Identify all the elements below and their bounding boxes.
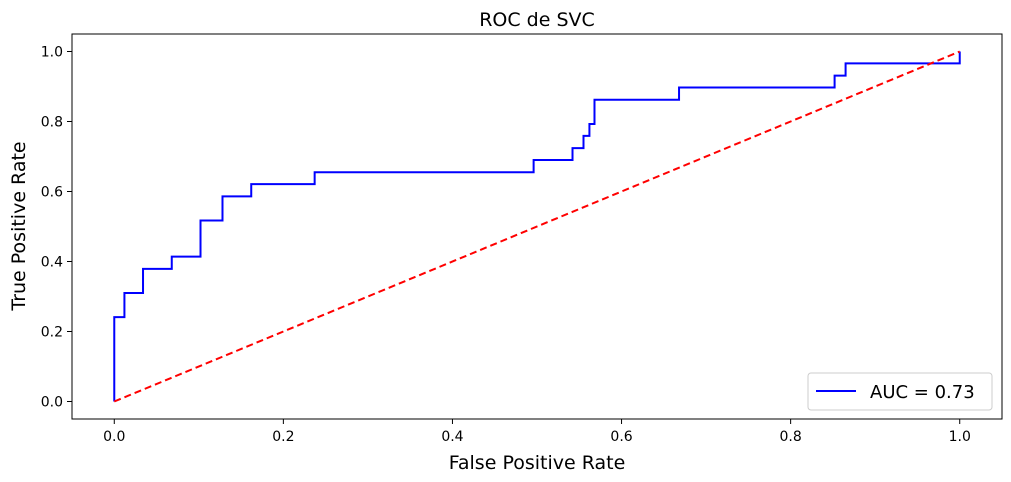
y-tick-label: 0.8 bbox=[41, 115, 63, 131]
y-tick-label: 0.4 bbox=[41, 255, 63, 271]
y-tick-label: 0.0 bbox=[41, 395, 63, 411]
x-tick-label: 0.0 bbox=[103, 429, 125, 445]
y-tick-label: 0.2 bbox=[41, 325, 63, 341]
x-tick-label: 0.4 bbox=[441, 429, 463, 445]
axes-frame bbox=[71, 33, 1003, 420]
x-tick-label: 0.8 bbox=[780, 429, 802, 445]
series-layer bbox=[113, 50, 961, 403]
legend-box bbox=[807, 372, 993, 411]
y-axis-title: True Positive Rate bbox=[8, 141, 30, 311]
y-tick-label: 0.6 bbox=[41, 185, 63, 201]
x-axis: 0.0 0.2 0.4 0.6 0.8 1.0 bbox=[103, 419, 971, 445]
chance-diagonal-line bbox=[113, 50, 961, 403]
x-axis-title: False Positive Rate bbox=[449, 452, 626, 474]
x-tick-label: 1.0 bbox=[949, 429, 971, 445]
legend-label-roc-curve: AUC = 0.73 bbox=[870, 382, 975, 403]
legend: AUC = 0.73 bbox=[807, 372, 993, 411]
y-tick-label: 1.0 bbox=[41, 45, 63, 61]
roc-curve-line bbox=[113, 51, 961, 402]
x-tick-label: 0.6 bbox=[610, 429, 632, 445]
chart-title: ROC de SVC bbox=[479, 9, 595, 31]
x-tick-label: 0.2 bbox=[272, 429, 294, 445]
plot-area bbox=[71, 33, 1003, 420]
y-axis: 0.0 0.2 0.4 0.6 0.8 1.0 bbox=[41, 45, 72, 411]
